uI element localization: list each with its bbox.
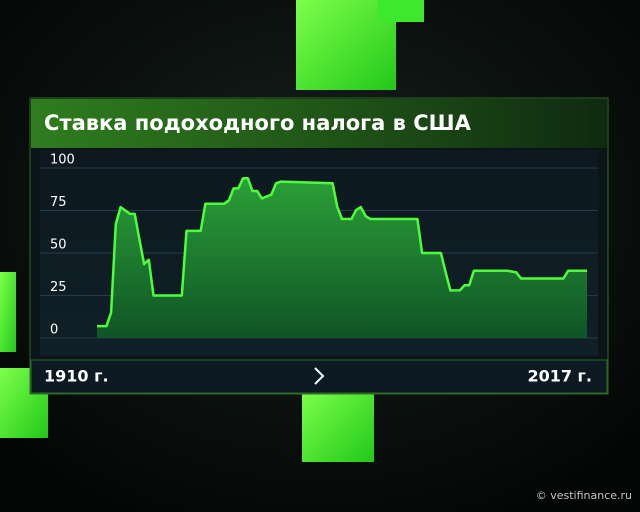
x-end-label: 2017 г. (527, 367, 592, 386)
x-start-label: 1910 г. (44, 367, 109, 386)
source: © vestifinance.ru (536, 489, 632, 502)
next-arrow[interactable] (314, 367, 325, 385)
chart-title: Ставка подоходного налога в США (44, 111, 472, 135)
decor-cube (0, 272, 16, 352)
y-tick-label: 50 (50, 238, 67, 253)
y-tick-label: 75 (50, 195, 67, 210)
decor-cube (302, 390, 374, 462)
y-tick-label: 100 (50, 153, 75, 168)
y-tick-label: 25 (50, 280, 67, 295)
area (97, 178, 587, 338)
title-bar (31, 99, 607, 148)
line (97, 176, 587, 328)
x-bar (30, 359, 608, 394)
y-tick-label: 0 (50, 323, 58, 338)
decor-cube (378, 0, 424, 22)
